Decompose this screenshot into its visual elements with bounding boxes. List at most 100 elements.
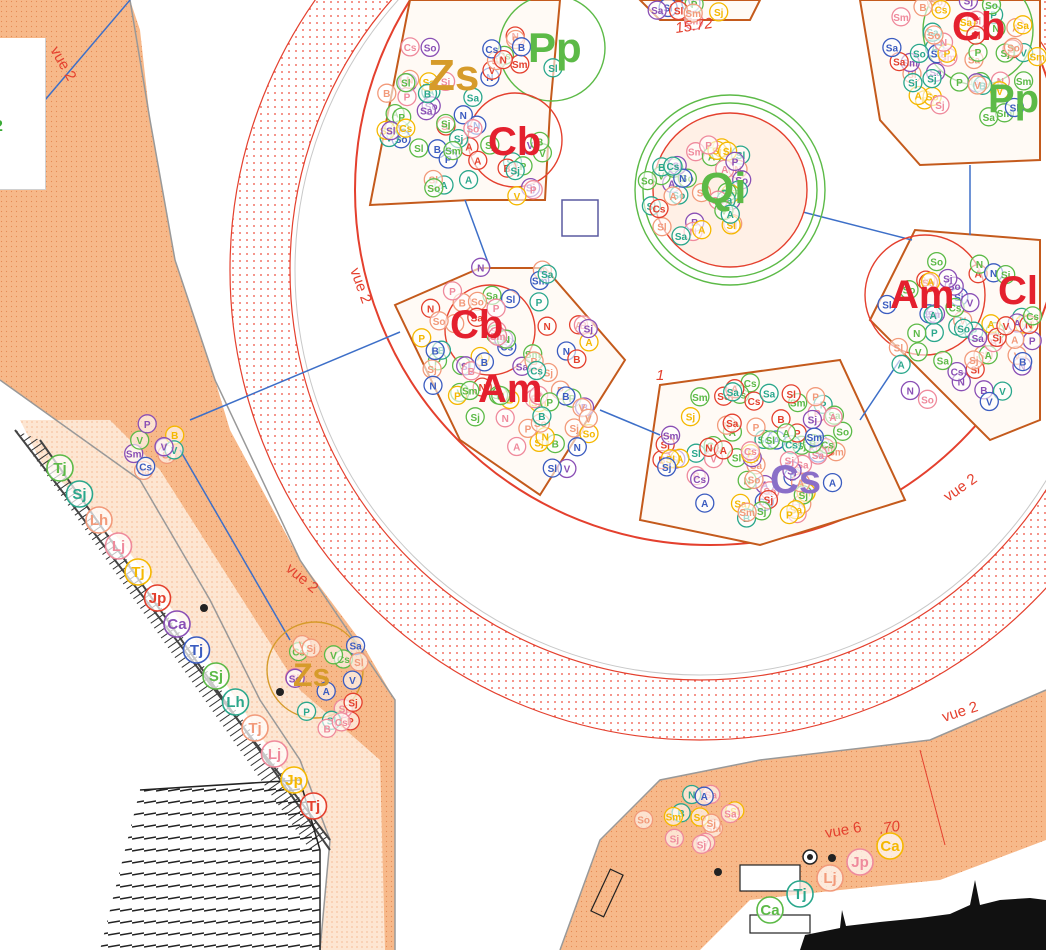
- plant-symbol-code: Sj: [441, 77, 451, 88]
- plant-symbol-code: Cs: [821, 440, 834, 451]
- plant-symbol: [992, 381, 1013, 401]
- zone-labels: Zs Pp Cb Cb Pp Qi Cb Am Am Cl Cs Zs: [293, 5, 1039, 693]
- plant-symbol: [443, 140, 463, 161]
- plant-symbol: [567, 437, 587, 457]
- plant-symbol-code: Sm: [997, 109, 1013, 120]
- plant-symbol: [966, 25, 986, 45]
- plant-symbol-code: Sa: [886, 44, 899, 55]
- plant-symbol-code: B: [1019, 358, 1026, 369]
- plant-symbol: [709, 2, 729, 22]
- plant-symbol: [1013, 15, 1033, 35]
- lane-plant-code: Sj: [72, 486, 86, 503]
- plant-symbol-code: N: [907, 387, 914, 398]
- plant-symbol: [417, 83, 438, 104]
- plant-symbol-code: B: [481, 358, 488, 369]
- plant-symbol-code: P: [451, 320, 458, 331]
- plant-symbol-code: Sj: [510, 167, 520, 178]
- plant-symbol-code: A: [829, 479, 836, 490]
- plant-symbol: [695, 493, 715, 513]
- plant-symbol-code: Sj: [992, 333, 1002, 344]
- plant-symbol-code: Sj: [799, 491, 809, 502]
- plant-symbol-code: Sj: [714, 8, 724, 19]
- info-card[interactable]: 2 is: [0, 38, 46, 190]
- plant-symbol-code: So: [395, 135, 408, 146]
- plant-symbol-code: N: [427, 304, 434, 315]
- plant-symbol-code: Sm: [126, 450, 142, 461]
- plant-symbol-code: Sl: [972, 16, 982, 27]
- plant-symbol-code: N: [992, 24, 999, 35]
- plant-symbol-code: Cs: [404, 43, 417, 54]
- plant-symbol-code: B: [658, 163, 665, 174]
- plant-symbol-code: Sj: [339, 705, 349, 716]
- plant-symbol-code: Sj: [569, 424, 579, 435]
- plant-symbol-code: B: [424, 90, 431, 101]
- plant-symbol-code: Sl: [894, 344, 904, 355]
- plant-symbol: [505, 160, 525, 181]
- plant-symbol-code: Sl: [732, 454, 742, 465]
- plant-symbol: [740, 441, 761, 461]
- plant-symbol: [331, 712, 351, 732]
- plant-symbol: [927, 251, 947, 272]
- plant-symbol-code: Sl: [723, 147, 733, 158]
- lane-plant-code: Lj: [112, 538, 125, 555]
- plant-symbol-code: N: [479, 383, 486, 394]
- plant-symbol-code: So: [928, 31, 941, 42]
- plant-symbol-code: A: [797, 479, 804, 490]
- plant-symbol: [996, 264, 1016, 285]
- plant-symbol-code: A: [465, 176, 472, 187]
- plant-symbol-code: N: [705, 443, 712, 454]
- plant-symbol-code: So: [583, 430, 596, 441]
- lane-plant-code: Tj: [248, 720, 261, 737]
- plant-symbol: [979, 391, 999, 412]
- plant-symbol: [154, 437, 174, 457]
- plant-symbol-code: P: [525, 424, 532, 435]
- plant-symbol-code: Sa: [796, 460, 809, 471]
- plant-symbol-code: Cs: [744, 379, 757, 390]
- plant-symbol-code: Cs: [785, 441, 798, 452]
- plant-symbol-code: So: [985, 1, 998, 12]
- plant-symbol-code: P: [530, 186, 537, 197]
- plant-symbol: [301, 638, 321, 658]
- plant-symbol-code: Sa: [675, 232, 688, 243]
- plant-symbol: [694, 786, 714, 806]
- lane-plant-code: Ca: [760, 902, 780, 919]
- plant-symbol: [964, 350, 984, 370]
- plant-symbol-code: So: [694, 813, 707, 824]
- survey-points: [200, 604, 836, 876]
- plant-symbol-code: A: [513, 443, 520, 454]
- plant-symbol: [507, 186, 527, 206]
- lane-plant-code: Tj: [131, 564, 144, 581]
- lane-plant: [124, 558, 152, 586]
- plant-symbol-code: V: [710, 455, 717, 466]
- plant-symbol: [781, 384, 801, 404]
- plant-symbol-code: So: [637, 816, 650, 827]
- plant-symbol-code: P: [794, 429, 801, 440]
- plant-symbol-code: N: [679, 174, 686, 185]
- plant-symbol-code: Sm: [828, 448, 844, 459]
- plant-symbol: [660, 425, 681, 445]
- plant-symbol-code: A: [929, 311, 936, 322]
- plant-symbol: [737, 502, 757, 522]
- lane-plant: [756, 896, 784, 924]
- plant-symbol: [725, 151, 745, 172]
- plant-symbol-code: A: [974, 270, 981, 281]
- plant-symbol: [907, 323, 927, 343]
- plant-symbol-code: V: [171, 446, 178, 457]
- plant-symbol-code: P: [445, 155, 452, 166]
- plant-symbol-code: P: [449, 287, 456, 298]
- plant-symbol-code: B: [383, 89, 390, 100]
- plant-symbol-code: N: [460, 111, 467, 122]
- plant-symbol-code: Cs: [935, 6, 948, 17]
- plant-symbol-code: V: [527, 141, 534, 152]
- plant-symbol: [663, 806, 684, 827]
- zone-label-cl-right: Cl: [998, 269, 1038, 313]
- plant-symbol-code: B: [538, 412, 545, 423]
- plant-symbol: [542, 458, 562, 478]
- plant-symbol: [349, 652, 369, 672]
- plant-symbol: [969, 254, 990, 274]
- plant-symbol: [487, 326, 508, 346]
- plant-symbol-code: V: [161, 443, 168, 454]
- plant-symbol-code: Sj: [348, 698, 358, 709]
